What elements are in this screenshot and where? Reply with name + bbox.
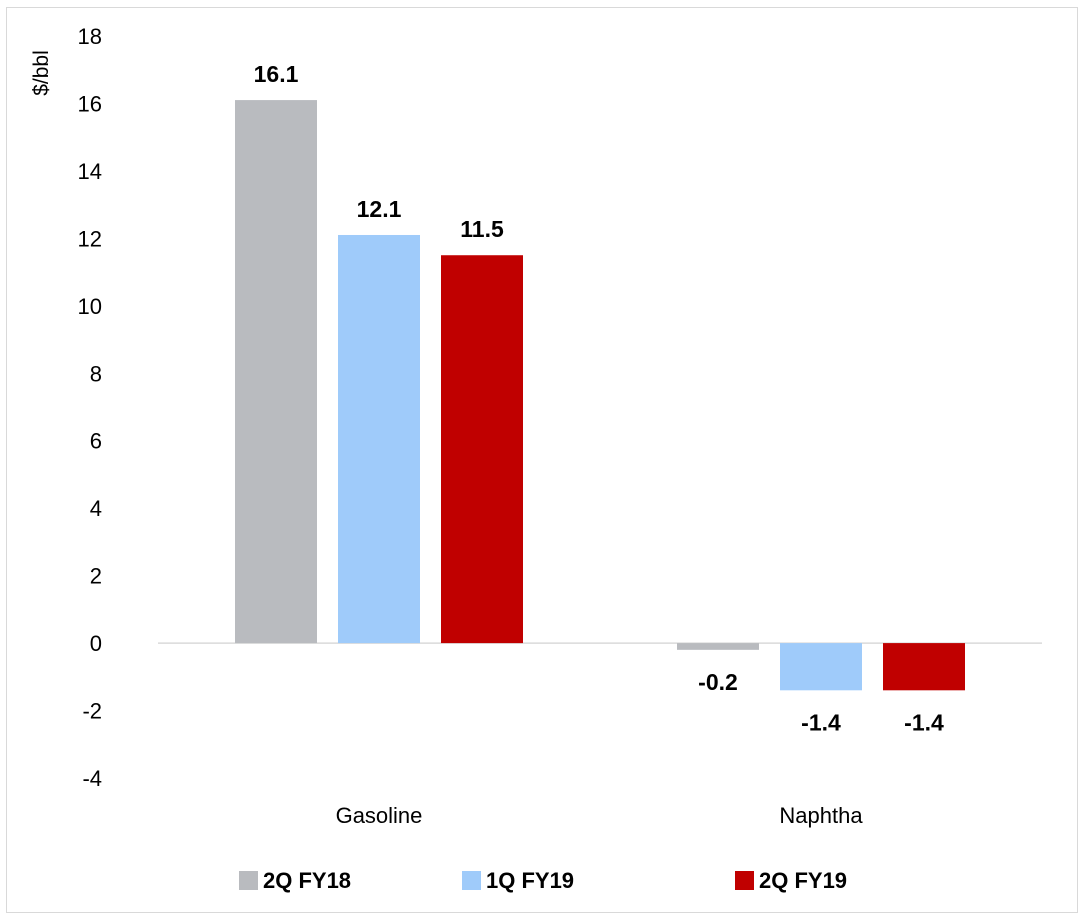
y-tick-label: 8	[90, 361, 102, 386]
data-label: -0.2	[698, 669, 738, 695]
data-label: 12.1	[357, 196, 402, 222]
bar-naphtha-2q-fy19	[883, 643, 965, 691]
data-labels-group: 16.1 12.1 11.5 -0.2 -1.4 -1.4	[254, 61, 944, 735]
legend: 2Q FY18 1Q FY19 2Q FY19	[239, 868, 847, 893]
category-label-gasoline: Gasoline	[336, 803, 423, 828]
chart-frame	[6, 7, 1078, 913]
category-labels: Gasoline Naphtha	[336, 803, 864, 828]
bar-naphtha-1q-fy19	[780, 643, 862, 691]
bar-gasoline-2q-fy19	[441, 255, 523, 644]
data-label: -1.4	[904, 709, 944, 735]
y-tick-label: 4	[90, 496, 102, 521]
y-tick-label: 18	[78, 24, 102, 49]
bar-gasoline-2q-fy18	[235, 100, 317, 644]
y-tick-label: 2	[90, 564, 102, 589]
y-tick-label: -4	[82, 766, 102, 791]
y-tick-label: 0	[90, 631, 102, 656]
bar-gasoline-1q-fy19	[338, 234, 420, 644]
y-tick-label: -2	[82, 699, 102, 724]
y-tick-label: 10	[78, 294, 102, 319]
legend-label: 2Q FY18	[263, 868, 351, 893]
y-axis-ticks: 18 16 14 12 10 8 6 4 2 0 -2 -4	[78, 24, 102, 791]
legend-label: 1Q FY19	[486, 868, 574, 893]
y-tick-label: 16	[78, 91, 102, 116]
y-tick-label: 6	[90, 429, 102, 454]
data-label: 16.1	[254, 61, 299, 87]
bars-group	[235, 100, 965, 691]
category-label-naphtha: Naphtha	[779, 803, 863, 828]
legend-swatch	[735, 871, 754, 890]
y-tick-label: 14	[78, 159, 102, 184]
legend-swatch	[239, 871, 258, 890]
y-axis-label: $/bbl	[30, 50, 53, 96]
bar-naphtha-2q-fy18	[677, 643, 759, 650]
legend-swatch	[462, 871, 481, 890]
data-label: 11.5	[460, 216, 504, 242]
legend-label: 2Q FY19	[759, 868, 847, 893]
y-tick-label: 12	[78, 226, 102, 251]
data-label: -1.4	[801, 709, 841, 735]
